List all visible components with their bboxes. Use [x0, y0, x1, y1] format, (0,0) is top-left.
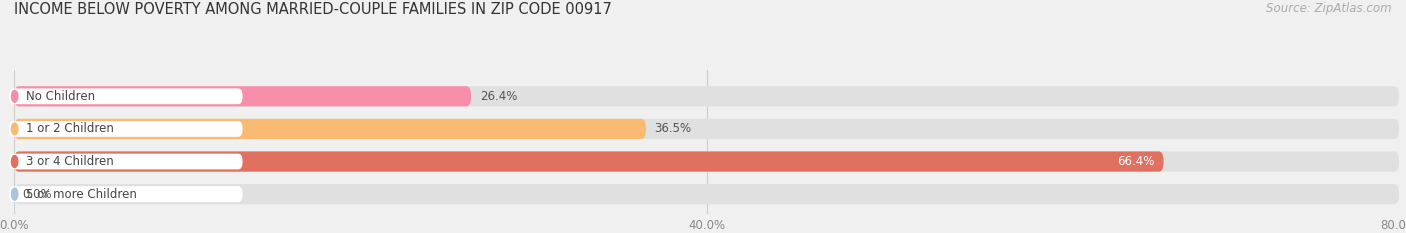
FancyBboxPatch shape	[14, 151, 1164, 172]
Text: 36.5%: 36.5%	[655, 122, 692, 135]
FancyBboxPatch shape	[14, 86, 471, 106]
Circle shape	[11, 188, 18, 200]
FancyBboxPatch shape	[8, 154, 243, 169]
FancyBboxPatch shape	[8, 186, 243, 202]
Circle shape	[11, 123, 18, 135]
Text: INCOME BELOW POVERTY AMONG MARRIED-COUPLE FAMILIES IN ZIP CODE 00917: INCOME BELOW POVERTY AMONG MARRIED-COUPL…	[14, 2, 612, 17]
Text: 5 or more Children: 5 or more Children	[27, 188, 138, 201]
FancyBboxPatch shape	[14, 151, 1399, 172]
FancyBboxPatch shape	[14, 119, 1399, 139]
Text: 3 or 4 Children: 3 or 4 Children	[27, 155, 114, 168]
Text: 26.4%: 26.4%	[479, 90, 517, 103]
FancyBboxPatch shape	[14, 184, 1399, 204]
Text: 0.0%: 0.0%	[22, 188, 52, 201]
FancyBboxPatch shape	[8, 121, 243, 137]
Circle shape	[11, 156, 18, 168]
FancyBboxPatch shape	[14, 86, 1399, 106]
Text: No Children: No Children	[27, 90, 96, 103]
Text: 66.4%: 66.4%	[1118, 155, 1154, 168]
FancyBboxPatch shape	[8, 89, 243, 104]
Circle shape	[11, 90, 18, 102]
Text: Source: ZipAtlas.com: Source: ZipAtlas.com	[1267, 2, 1392, 15]
FancyBboxPatch shape	[14, 119, 645, 139]
Text: 1 or 2 Children: 1 or 2 Children	[27, 122, 114, 135]
